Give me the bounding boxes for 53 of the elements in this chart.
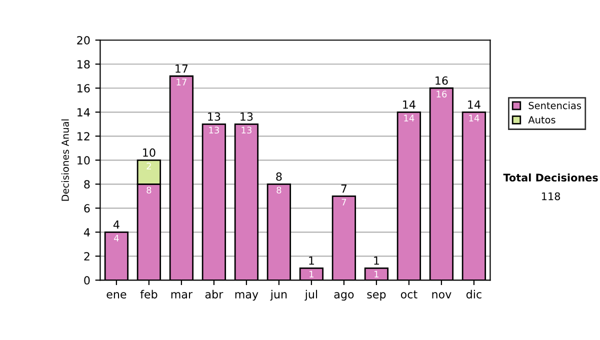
text: Total Decisiones xyxy=(503,173,598,182)
data-label: 1 xyxy=(374,270,378,278)
y-tick-label: 8 xyxy=(84,180,90,189)
data-label: 16 xyxy=(436,90,447,98)
legend-label: Sentencias xyxy=(528,102,582,110)
x-tick-label: jun xyxy=(270,290,287,301)
data-label: 13 xyxy=(242,126,252,134)
text: 118 xyxy=(542,192,560,200)
x-tick-label: oct xyxy=(400,290,418,298)
legend-label: Autos xyxy=(528,116,556,124)
data-label: 2 xyxy=(146,162,151,170)
total-label: 14 xyxy=(468,100,480,109)
data-label: 8 xyxy=(276,186,282,194)
x-tick-label: jul xyxy=(304,290,318,301)
total-label: 16 xyxy=(436,76,448,85)
x-tick-label: nov xyxy=(432,292,452,298)
total-label: 13 xyxy=(240,112,253,121)
y-tick-label: 12 xyxy=(78,132,90,140)
y-axis-title: Decisiones Anual xyxy=(61,119,69,201)
x-tick-label: feb xyxy=(140,290,158,298)
x-tick-label: ene xyxy=(106,292,126,298)
total-label: 17 xyxy=(176,64,188,73)
data-label: 1 xyxy=(310,270,314,278)
y-tick-label: 18 xyxy=(78,60,90,69)
total-label: 7 xyxy=(341,184,347,193)
x-tick-label: mar xyxy=(171,292,193,298)
data-label: 4 xyxy=(114,234,119,242)
y-tick-label: 16 xyxy=(78,84,90,93)
total-label: 13 xyxy=(208,112,220,121)
data-label: 14 xyxy=(404,114,414,122)
data-label: 8 xyxy=(146,186,152,194)
data-label: 14 xyxy=(469,114,480,122)
y-tick-label: 6 xyxy=(84,204,90,213)
x-tick-label: may xyxy=(235,292,258,301)
total-label: 14 xyxy=(403,100,416,109)
total-label: 4 xyxy=(113,220,120,229)
data-label: 7 xyxy=(342,198,346,206)
y-tick-label: 14 xyxy=(78,108,90,116)
total-label: 8 xyxy=(276,172,282,181)
y-tick-label: 2 xyxy=(84,252,90,260)
total-label: 1 xyxy=(374,256,379,265)
y-tick-label: 20 xyxy=(77,36,90,44)
data-label: 17 xyxy=(176,78,186,86)
x-tick-label: sep xyxy=(367,292,386,301)
total-label: 10 xyxy=(143,148,156,157)
x-tick-label: ago xyxy=(334,292,354,301)
x-tick-label: abr xyxy=(205,290,224,298)
y-tick-label: 4 xyxy=(84,228,90,236)
y-tick-label: 0 xyxy=(84,276,90,285)
y-tick-label: 10 xyxy=(78,156,90,165)
x-tick-label: dic xyxy=(466,290,482,298)
total-label: 1 xyxy=(309,256,314,265)
data-label: 13 xyxy=(209,126,219,134)
